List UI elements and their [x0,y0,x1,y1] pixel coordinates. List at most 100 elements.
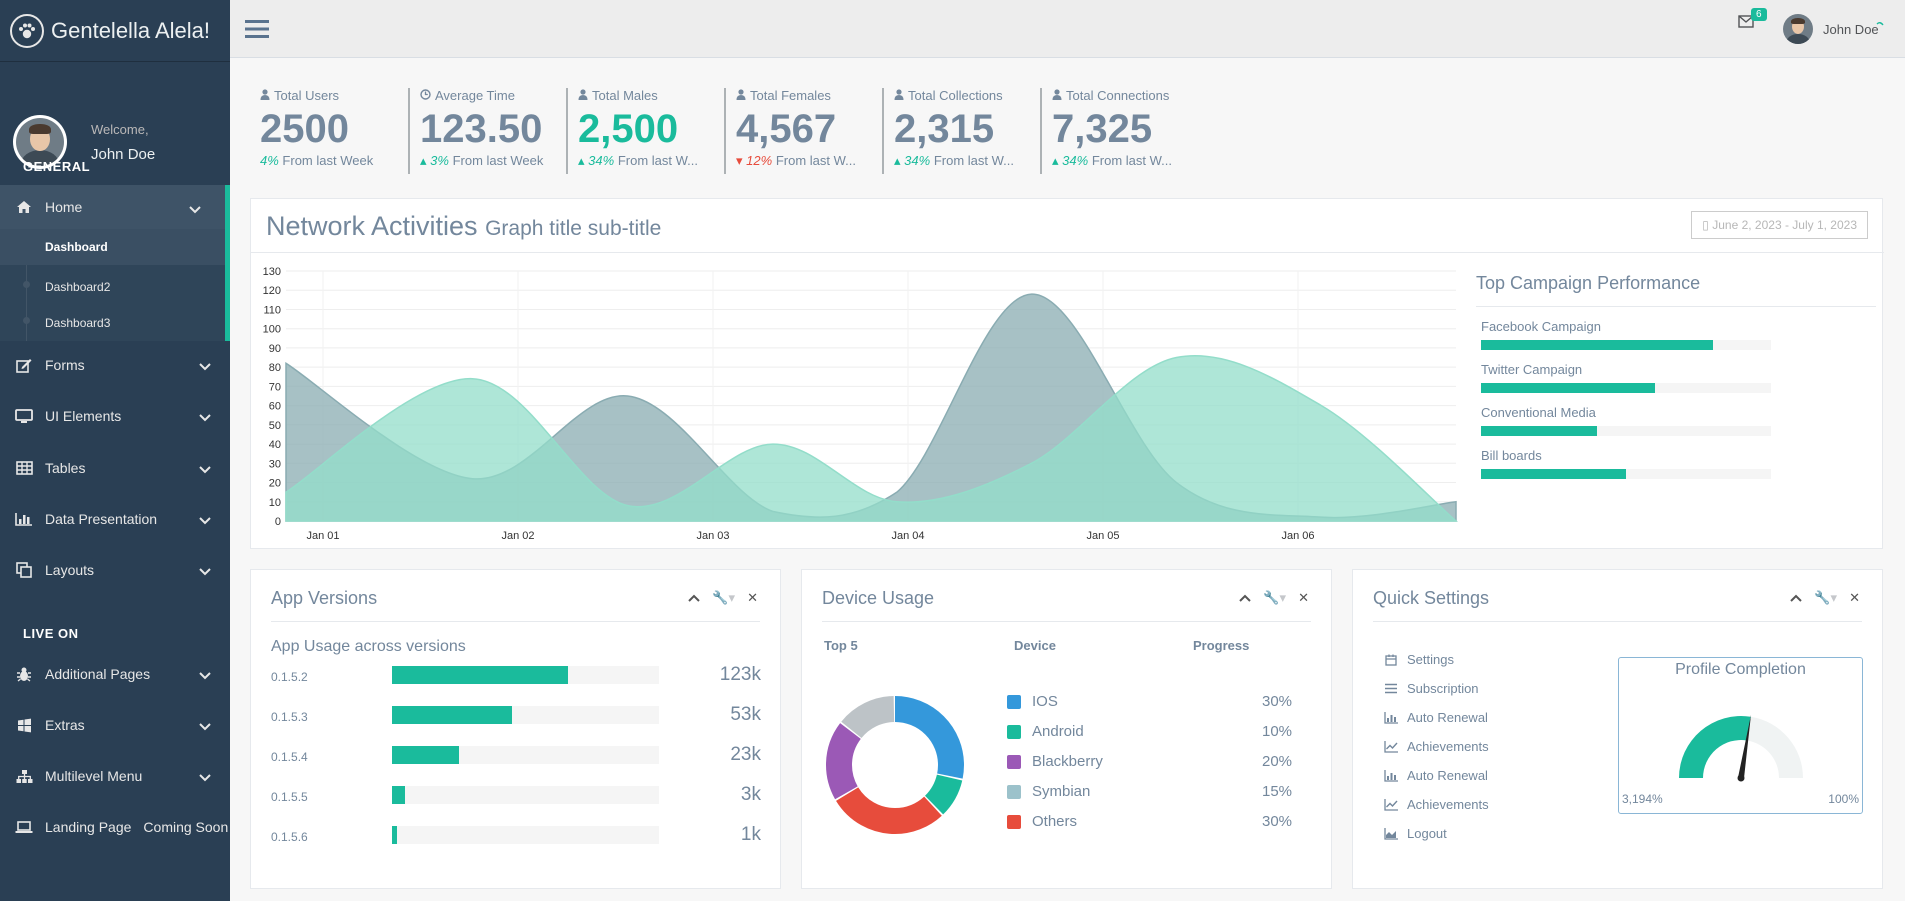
tile-value: 123.50 [420,107,543,151]
version-value: 3k [740,784,761,805]
tile-label: Average Time [435,88,515,103]
chevron-up-icon[interactable] [1239,590,1252,606]
paw-icon [10,13,44,48]
sitemap-icon [15,768,33,784]
close-icon[interactable]: ✕ [1849,590,1860,605]
sidebar-item-label: Extras [45,717,85,733]
sidebar-item-label: Additional Pages [45,666,151,682]
wrench-icon[interactable]: 🔧▾ [1814,590,1838,605]
gauge-min: 3,194% [1622,792,1663,806]
tile-value: 2,315 [894,107,995,151]
y-tick-label: 50 [269,420,281,432]
user-menu[interactable]: John Doe [1783,14,1885,44]
wrench-icon[interactable]: 🔧▾ [712,590,736,605]
y-tick-label: 100 [263,324,281,336]
tile-delta: 34% [588,153,615,168]
device-name: IOS [1032,693,1058,710]
tile-label: Total Connections [1066,88,1170,103]
desktop-icon [15,408,33,424]
chevron-up-icon[interactable] [1790,590,1803,606]
quick-setting-auto-renewal[interactable]: Auto Renewal [1383,710,1488,725]
y-tick-label: 0 [275,516,281,528]
sidebar-item-data-presentation[interactable]: Data Presentation [0,499,230,539]
version-label: 0.1.5.4 [271,750,308,764]
x-tick-label: Jan 05 [1086,530,1119,542]
mail-count-badge: 6 [1751,8,1767,21]
tile-label: Total Females [750,88,831,103]
tile-total-females: Total Females 4,567 ▾ 12% From last W... [724,88,882,174]
caret-up-icon: ▴ [420,153,427,168]
sidebar-item-label: Multilevel Menu [45,768,143,784]
close-icon[interactable]: ✕ [1298,590,1309,605]
tile-total-males: Total Males 2,500 ▴ 34% From last W... [566,88,724,174]
quick-setting-achievements[interactable]: Achievements [1383,797,1489,812]
quick-settings-panel: Quick Settings 🔧▾ ✕ Settings Subscriptio… [1352,569,1883,889]
sidebar-item-landing-page[interactable]: Landing Page Coming Soon [0,807,230,847]
profile-completion-card: Profile Completion 3,194% 100% [1618,657,1863,814]
sidebar-item-label: Landing Page [45,819,132,835]
y-tick-label: 90 [269,343,281,355]
table-icon [15,460,33,476]
quick-setting-label: Auto Renewal [1407,710,1488,725]
quick-setting-logout[interactable]: Logout [1383,826,1447,841]
top-campaign-performance: Top Campaign Performance Facebook Campai… [1476,259,1876,479]
brand-title: Gentelella Alela! [51,17,210,43]
line-chart-icon [1383,740,1399,753]
close-icon[interactable]: ✕ [747,590,758,605]
tile-delta: 34% [904,153,931,168]
chevron-up-icon[interactable] [688,590,701,606]
tile-value: 4,567 [736,107,837,151]
device-percent: 30% [1262,693,1293,710]
sidebar-item-label: Layouts [45,562,95,578]
sidebar-sub-dashboard[interactable]: Dashboard [0,229,225,265]
sidebar-item-home[interactable]: Home [0,185,230,229]
section-live-on: LIVE ON [23,626,79,641]
tile-value: 7,325 [1052,107,1153,151]
quick-setting-settings[interactable]: Settings [1383,652,1454,667]
line-chart-icon [1383,798,1399,811]
quick-setting-auto-renewal[interactable]: Auto Renewal [1383,768,1488,783]
device-percent: 10% [1262,723,1293,740]
sidebar-item-multilevel-menu[interactable]: Multilevel Menu [0,756,230,796]
sidebar-item-extras[interactable]: Extras [0,705,230,745]
sidebar-item-ui-elements[interactable]: UI Elements [0,396,230,436]
wrench-icon[interactable]: 🔧▾ [1263,590,1287,605]
clock-icon [420,88,431,103]
campaign-title: Top Campaign Performance [1476,259,1876,307]
device-percent: 15% [1262,783,1293,800]
area-series-2 [285,355,1459,522]
date-range-picker[interactable]: ▯ June 2, 2023 - July 1, 2023 [1691,211,1868,239]
stats-tiles: Total Users 2500 4% From last Week Avera… [250,88,1198,174]
column-progress: Progress [1193,638,1250,653]
x-tick-label: Jan 03 [696,530,729,542]
sidebar-item-additional-pages[interactable]: Additional Pages [0,654,230,694]
quick-setting-achievements[interactable]: Achievements [1383,739,1489,754]
sidebar-item-forms[interactable]: Forms [0,345,230,385]
profile-completion-title: Profile Completion [1675,661,1806,678]
quick-setting-label: Settings [1407,652,1454,667]
campaign-progress [1481,340,1771,350]
y-tick-label: 20 [269,478,281,490]
top-navbar: 6 John Doe [230,0,1905,58]
chevron-down-icon [199,461,211,477]
sidebar-sub-dashboard3[interactable]: Dashboard3 [45,316,111,330]
sidebar-item-layouts[interactable]: Layouts [0,550,230,590]
bar-chart-icon [1383,769,1399,782]
bug-icon [15,666,33,682]
gauge-pivot [1737,774,1745,782]
sidebar-sub-dashboard2[interactable]: Dashboard2 [45,280,111,294]
quick-setting-label: Achievements [1407,797,1489,812]
quick-setting-subscription[interactable]: Subscription [1383,681,1479,696]
area-chart-icon [1383,827,1399,840]
device-name: Others [1032,813,1078,830]
mail-icon[interactable] [1738,15,1754,33]
x-tick-label: Jan 02 [501,530,534,542]
gauge-max: 100% [1828,792,1859,806]
tile-value: 2,500 [578,107,679,151]
menu-toggle-icon[interactable] [245,19,269,44]
y-tick-label: 10 [269,497,281,509]
tile-delta: 12% [746,153,773,168]
sidebar-item-tables[interactable]: Tables [0,448,230,488]
brand[interactable]: Gentelella Alela! [0,0,230,62]
user-icon [894,88,904,103]
